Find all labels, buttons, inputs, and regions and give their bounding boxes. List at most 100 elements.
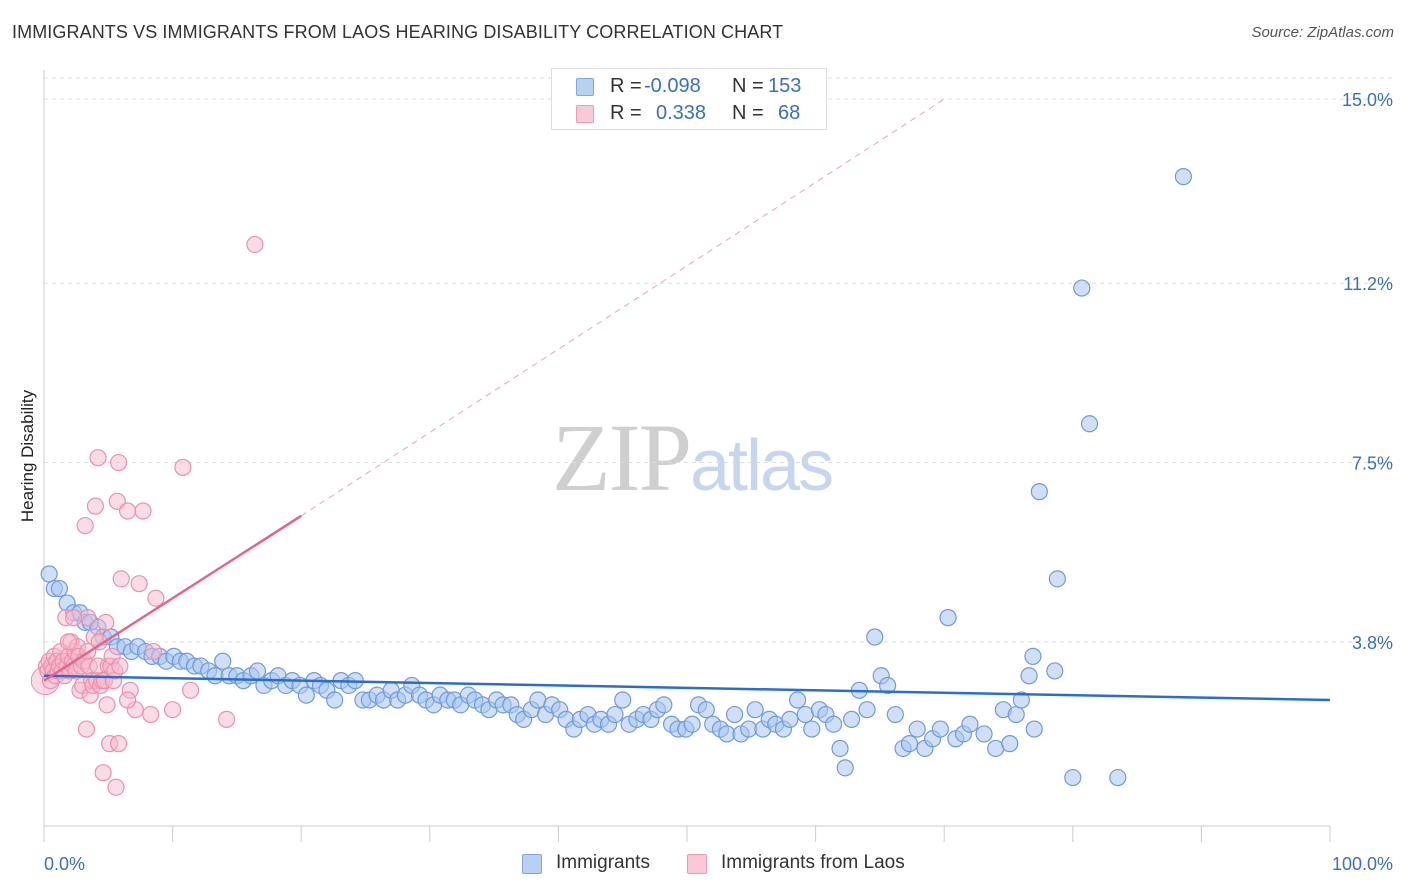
legend-row-immigrants: R = -0.098 N = 153 (552, 75, 826, 99)
x-tick-label: 0.0% (44, 854, 85, 874)
immigrants-point (1073, 279, 1091, 297)
legend-r-label: R = (610, 75, 642, 97)
laos-point (109, 735, 128, 753)
immigrants-point (248, 662, 267, 680)
watermark: ZIPatlas (552, 402, 834, 513)
laos-point (86, 497, 105, 515)
laos-point (147, 589, 165, 607)
immigrants-point (1109, 768, 1127, 787)
laos-point (218, 710, 236, 728)
immigrants-point (725, 705, 744, 724)
laos-point (174, 458, 192, 476)
immigrants-point (1012, 691, 1030, 709)
legend-stats: R = -0.098 N = 153 R = 0.338 N = 68 (551, 68, 827, 130)
laos-point (142, 705, 160, 724)
immigrants-point (858, 701, 876, 719)
laos-point (246, 235, 264, 254)
immigrants-point (1174, 168, 1192, 186)
laos-point (94, 764, 112, 782)
immigrants-point (886, 705, 904, 724)
laos-point (109, 453, 128, 472)
laos-trendline-extension (300, 98, 945, 517)
laos-point (59, 633, 78, 651)
laos-point (90, 633, 108, 651)
legend-swatch-pink (576, 105, 594, 123)
immigrants-point (50, 579, 69, 598)
immigrants-point (825, 715, 843, 733)
laos-point (76, 516, 94, 535)
immigrants-point (781, 710, 799, 728)
immigrants-point (683, 715, 701, 733)
immigrants-point (1025, 720, 1043, 738)
y-tick-label: 7.5% (1352, 454, 1393, 474)
immigrants-point (1048, 570, 1066, 588)
laos-point (98, 696, 116, 714)
immigrants-point (1030, 483, 1048, 501)
laos-point (182, 681, 200, 699)
immigrants-point (614, 691, 632, 709)
immigrants-point (975, 725, 993, 743)
legend-r-value: 0.338 (656, 102, 707, 124)
laos-point (111, 657, 129, 675)
immigrants-point (843, 710, 861, 728)
laos-point (107, 778, 125, 796)
legend-swatch-blue (522, 854, 542, 874)
legend-swatch-pink (687, 854, 707, 874)
legend-label: Immigrants (556, 852, 650, 873)
immigrants-point (900, 735, 919, 753)
y-tick-label: 3.8% (1352, 633, 1393, 653)
immigrants-point (1064, 768, 1082, 787)
immigrants-point (1001, 735, 1019, 753)
x-tick-label: 100.0% (1332, 854, 1393, 874)
immigrants-point (297, 686, 315, 704)
immigrants-point (1046, 662, 1064, 680)
legend-r-value: -0.098 (644, 75, 701, 97)
laos-point (164, 701, 182, 719)
laos-point (77, 720, 96, 738)
legend-n-value: 68 (778, 102, 801, 124)
immigrants-point (746, 701, 764, 719)
laos-point (130, 575, 148, 593)
laos-point (64, 609, 83, 627)
immigrants-point (1007, 705, 1025, 724)
immigrants-point (866, 628, 884, 646)
immigrants-point (697, 701, 715, 719)
immigrants-point (939, 609, 957, 627)
legend-n-label: N = (732, 102, 764, 124)
immigrants-trendline (43, 674, 1331, 702)
immigrants-point (879, 676, 897, 695)
legend-r-label: R = (610, 102, 642, 124)
laos-point (112, 570, 130, 588)
immigrants-point (606, 705, 624, 724)
laos-point (118, 691, 137, 709)
immigrants-point (803, 720, 821, 738)
watermark-zip: ZIP (552, 404, 692, 511)
immigrants-point (1024, 647, 1042, 665)
immigrants-point (1020, 667, 1038, 685)
immigrants-point (931, 720, 949, 738)
legend-swatch-blue (576, 78, 594, 96)
immigrants-point (214, 652, 232, 670)
legend-series: Immigrants Immigrants from Laos (0, 852, 1406, 878)
immigrants-point (788, 691, 807, 709)
laos-point (97, 613, 115, 632)
watermark-atlas: atlas (690, 426, 834, 506)
laos-point (134, 502, 152, 520)
legend-n-value: 153 (768, 75, 802, 97)
legend-n-label: N = (732, 75, 764, 97)
immigrants-point (40, 565, 58, 583)
immigrants-point (655, 696, 673, 714)
y-tick-label: 11.2% (1343, 274, 1393, 294)
legend-label: Immigrants from Laos (721, 852, 905, 873)
immigrants-point (908, 720, 926, 738)
source-credit: Source: ZipAtlas.com (1251, 24, 1394, 41)
immigrants-point (831, 739, 849, 758)
immigrants-point (836, 759, 854, 777)
legend-row-laos: R = 0.338 N = 68 (552, 102, 826, 126)
y-axis-label: Hearing Disability (18, 389, 37, 523)
y-tick-label: 15.0% (1342, 90, 1393, 110)
laos-point (144, 642, 162, 661)
immigrants-point (326, 691, 344, 709)
laos-trendline (43, 514, 302, 682)
